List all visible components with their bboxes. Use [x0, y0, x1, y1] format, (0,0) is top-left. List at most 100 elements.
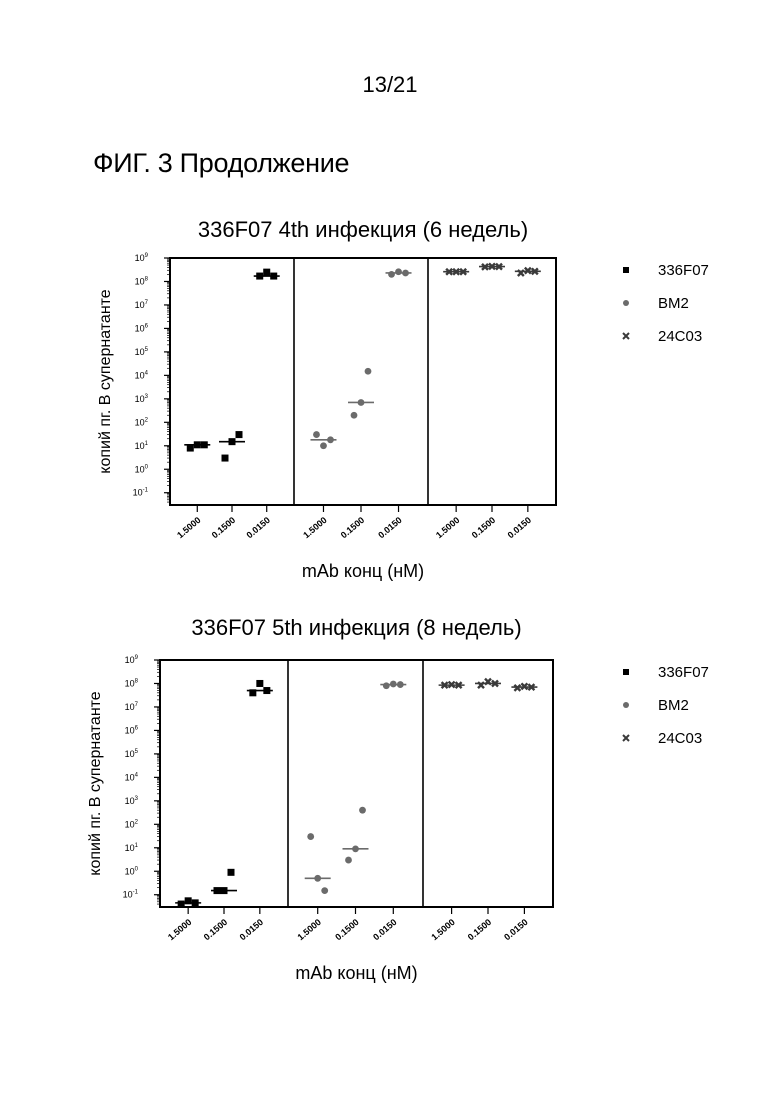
page-number: 13/21 [0, 72, 780, 98]
data-point-square [185, 897, 192, 904]
legend-marker-square [623, 267, 629, 273]
y-tick-label: 109 [135, 253, 149, 263]
x-tick-label: 1.5000 [295, 917, 323, 942]
legend-label: BM2 [658, 697, 689, 714]
plot-frame [160, 660, 553, 907]
data-point-circle [351, 412, 358, 419]
y-tick-label: 103 [125, 796, 139, 806]
legend-label: BM2 [658, 295, 689, 312]
data-point-square [249, 689, 256, 696]
x-tick-label: 0.1500 [202, 917, 230, 942]
data-point-circle [388, 271, 395, 278]
y-tick-label: 100 [135, 464, 149, 474]
y-axis-label: копий пг. В супернатанте [87, 691, 104, 875]
x-tick-label: 0.0150 [502, 917, 530, 942]
data-point-square [222, 455, 229, 462]
y-tick-label: 105 [135, 347, 149, 357]
x-tick-label: 0.1500 [210, 515, 238, 540]
data-point-circle [359, 807, 366, 814]
data-point-square [194, 441, 201, 448]
y-axis-label: копий пг. В супернатанте [97, 289, 114, 473]
x-axis-label: mAb конц (нМ) [302, 561, 424, 581]
data-point-square [178, 901, 185, 908]
x-tick-label: 0.1500 [466, 917, 494, 942]
x-tick-label: 0.1500 [333, 917, 361, 942]
chart-title: 336F07 5th инфекция (8 недель) [191, 615, 521, 640]
x-tick-label: 1.5000 [175, 515, 203, 540]
data-point-square [256, 273, 263, 280]
data-point-circle [313, 431, 320, 438]
data-point-square [221, 887, 228, 894]
x-tick-label: 0.0150 [376, 515, 404, 540]
x-tick-label: 1.5000 [434, 515, 462, 540]
x-tick-label: 0.0150 [506, 515, 534, 540]
y-tick-label: 101 [135, 441, 149, 451]
y-tick-label: 106 [135, 323, 149, 333]
data-point-circle [365, 368, 372, 375]
y-tick-label: 101 [125, 843, 139, 853]
data-point-square [270, 273, 277, 280]
y-tick-label: 102 [135, 417, 149, 427]
x-tick-label: 1.5000 [429, 917, 457, 942]
x-tick-label: 0.0150 [244, 515, 272, 540]
y-tick-label: 105 [125, 749, 139, 759]
data-point-circle [397, 681, 404, 688]
data-point-circle [321, 887, 328, 894]
x-tick-label: 0.0150 [238, 917, 266, 942]
y-tick-label: 106 [125, 725, 139, 735]
data-point-square [228, 869, 235, 876]
data-point-square [192, 899, 199, 906]
y-tick-label: 100 [125, 866, 139, 876]
data-point-square [229, 438, 236, 445]
data-point-circle [352, 845, 359, 852]
legend-label: 336F07 [658, 262, 709, 279]
y-tick-label: 108 [135, 276, 149, 286]
chart-title: 336F07 4th инфекция (6 недель) [198, 217, 528, 242]
legend-marker-x [623, 333, 629, 339]
data-point-circle [320, 442, 327, 449]
y-tick-label: 107 [135, 300, 149, 310]
y-tick-label: 103 [135, 394, 149, 404]
data-point-square [214, 887, 221, 894]
y-tick-label: 109 [125, 655, 139, 665]
data-point-circle [390, 681, 397, 688]
y-tick-label: 10-1 [133, 488, 149, 498]
data-point-square [187, 445, 194, 452]
legend-label: 24C03 [658, 328, 702, 345]
data-point-circle [395, 268, 402, 275]
data-point-square [263, 687, 270, 694]
chart-2: 336F07 5th инфекция (8 недель) 109 108 107 1… [0, 605, 780, 1000]
data-point-circle [345, 857, 352, 864]
chart-1-canvas: 336F07 4th инфекция (6 недель) 109 108 107 1… [0, 205, 780, 600]
legend-marker-circle [623, 300, 629, 306]
plot-frame [170, 258, 556, 505]
x-tick-label: 0.0150 [371, 917, 399, 942]
legend-marker-x [623, 735, 629, 741]
y-tick-label: 10-1 [123, 890, 139, 900]
legend-label: 336F07 [658, 664, 709, 681]
chart-1: 336F07 4th инфекция (6 недель) 109 108 107 1… [0, 205, 780, 600]
data-point-circle [358, 399, 365, 406]
y-tick-label: 104 [135, 370, 149, 380]
data-point-square [263, 269, 270, 276]
x-axis-label: mAb конц (нМ) [295, 963, 417, 983]
y-tick-label: 108 [125, 678, 139, 688]
y-tick-label: 102 [125, 819, 139, 829]
data-point-circle [307, 833, 314, 840]
figure-title: ФИГ. 3 Продолжение [93, 148, 349, 179]
x-tick-label: 0.1500 [339, 515, 367, 540]
x-tick-label: 0.1500 [470, 515, 498, 540]
data-point-circle [314, 875, 321, 882]
legend-marker-circle [623, 702, 629, 708]
data-point-circle [402, 270, 409, 277]
legend-label: 24C03 [658, 730, 702, 747]
y-tick-label: 104 [125, 772, 139, 782]
data-point-circle [383, 682, 390, 689]
x-tick-label: 1.5000 [301, 515, 329, 540]
data-point-circle [327, 436, 334, 443]
y-tick-label: 107 [125, 702, 139, 712]
data-point-square [256, 680, 263, 687]
chart-2-canvas: 336F07 5th инфекция (8 недель) 109 108 107 1… [0, 605, 780, 1000]
data-point-square [236, 431, 243, 438]
x-tick-label: 1.5000 [166, 917, 194, 942]
